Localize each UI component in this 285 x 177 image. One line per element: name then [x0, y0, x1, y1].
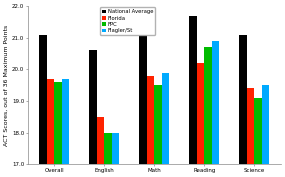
Bar — [247, 88, 254, 177]
Y-axis label: ACT Scores, out of 36 Maximum Points: ACT Scores, out of 36 Maximum Points — [4, 25, 9, 146]
Legend: National Average, Florida, FPC, Flagler/St: National Average, Florida, FPC, Flagler/… — [100, 7, 155, 35]
Bar — [54, 82, 62, 177]
Bar — [62, 79, 69, 177]
Bar — [204, 47, 212, 177]
Bar — [262, 85, 269, 177]
Bar — [112, 133, 119, 177]
Bar — [39, 35, 47, 177]
Bar — [104, 133, 112, 177]
Bar — [239, 35, 247, 177]
Bar — [47, 79, 54, 177]
Bar — [212, 41, 219, 177]
Bar — [97, 117, 104, 177]
Bar — [147, 76, 154, 177]
Bar — [197, 63, 204, 177]
Bar — [162, 73, 169, 177]
Bar — [139, 35, 147, 177]
Bar — [89, 50, 97, 177]
Bar — [154, 85, 162, 177]
Bar — [189, 16, 197, 177]
Bar — [254, 98, 262, 177]
